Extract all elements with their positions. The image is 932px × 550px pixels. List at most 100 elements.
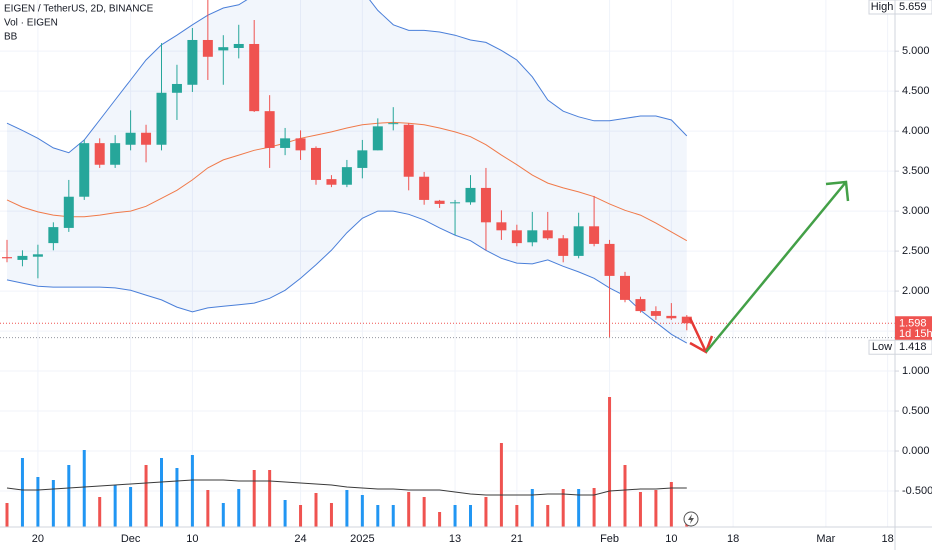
candle-body (372, 126, 383, 151)
high-label-box (868, 0, 896, 15)
x-tick-label: 18 (727, 533, 739, 545)
candle-body (79, 143, 90, 197)
candle-body (558, 238, 569, 256)
candle-body (295, 138, 306, 151)
volume-bar (577, 489, 581, 527)
band-upper (6, 0, 688, 154)
drawing-arrow (705, 181, 847, 353)
y-tick-label: 2.000 (902, 285, 930, 297)
candle-body (681, 316, 692, 324)
volume-bar (144, 465, 148, 527)
candle-body (496, 222, 507, 231)
volume-bar (360, 495, 364, 527)
volume-bar (407, 492, 411, 527)
x-tick-label: 13 (449, 533, 461, 545)
volume-bar (654, 490, 658, 527)
volume-bar (252, 470, 256, 527)
candle-body (249, 43, 260, 112)
high-value: 5.659 (899, 1, 927, 13)
indicator-label: BB (4, 32, 18, 43)
low-label-box (868, 339, 896, 355)
candle-body (171, 83, 182, 93)
y-tick-label: 0.000 (902, 445, 930, 457)
band-basis (6, 121, 688, 242)
volume-bar (51, 480, 55, 527)
volume-bar (561, 489, 565, 527)
candle-body (341, 167, 352, 185)
volume-bar (175, 468, 179, 527)
candle-body (620, 275, 630, 300)
volume-bar (546, 505, 550, 527)
volume-bar (299, 505, 303, 527)
volume-bar (268, 470, 272, 527)
arrow-head (825, 180, 850, 202)
volume-bar (530, 489, 534, 527)
volume-bar (669, 482, 673, 527)
candle-body (434, 200, 445, 204)
candle-body (311, 147, 321, 180)
volume-bar (82, 450, 86, 527)
candle-body (280, 138, 291, 148)
low-label: Low (872, 341, 892, 353)
candle-body (511, 230, 522, 244)
volume-bar (329, 503, 333, 527)
drawing-arrow (688, 317, 708, 353)
y-tick-label: 1.000 (902, 365, 930, 377)
replay-icon[interactable] (683, 511, 699, 527)
x-tick-label: Feb (600, 533, 619, 545)
volume-bar (592, 488, 596, 527)
candle-body (218, 47, 229, 51)
volume-bar (623, 465, 627, 527)
y-tick-label: 0.500 (902, 405, 930, 417)
candle-body (48, 227, 59, 244)
chart-title: EIGEN / TetherUS, 2D, BINANCE (4, 4, 154, 15)
volume-bar (160, 458, 163, 527)
volume-bar (499, 443, 503, 527)
volume-bar (438, 512, 442, 527)
volume-bar (98, 497, 102, 527)
candle-body (202, 39, 213, 57)
y-tick-label: 4.000 (902, 125, 930, 137)
volume-bar (391, 505, 395, 527)
volume-bar (608, 397, 612, 527)
volume-bar (129, 487, 133, 527)
x-tick-label: 10 (186, 533, 198, 545)
volume-bar (206, 490, 210, 527)
candle-body (465, 187, 476, 203)
volume-bar (422, 497, 426, 527)
candle-body (110, 143, 121, 165)
candle-body (125, 132, 136, 145)
axes: -0.5000.0000.5001.0001.5002.0002.5003.00… (32, 0, 932, 545)
volume-bar (190, 455, 194, 527)
volume-bar (36, 477, 40, 527)
candle-body (403, 124, 414, 177)
candle-body (666, 315, 677, 319)
x-tick-label: 2025 (350, 533, 374, 545)
volume-bar (469, 505, 472, 527)
candle-body (419, 176, 430, 200)
candle-body (542, 230, 553, 239)
countdown-label: 1d 15h (899, 328, 932, 340)
candle-body (326, 179, 337, 185)
candle-body (233, 43, 244, 48)
volume-bar (20, 458, 24, 527)
candle-body (2, 257, 12, 259)
candle-body (357, 150, 368, 168)
candle-body (264, 111, 275, 148)
candle-body (156, 92, 167, 145)
volume-bar (515, 505, 519, 527)
y-tick-label: 2.500 (902, 245, 930, 257)
volume-bar (484, 497, 488, 527)
candle-body (604, 243, 615, 276)
volume-bar (67, 465, 71, 527)
candle-body (450, 202, 461, 204)
candle-body (63, 196, 74, 228)
y-tick-label: -0.500 (902, 485, 932, 497)
candle-body (187, 39, 198, 85)
high-label: High (871, 1, 894, 13)
x-tick-label: Mar (816, 533, 835, 545)
icon-bolt (688, 514, 694, 524)
x-tick-label: 20 (32, 533, 44, 545)
low-value: 1.418 (899, 341, 927, 353)
